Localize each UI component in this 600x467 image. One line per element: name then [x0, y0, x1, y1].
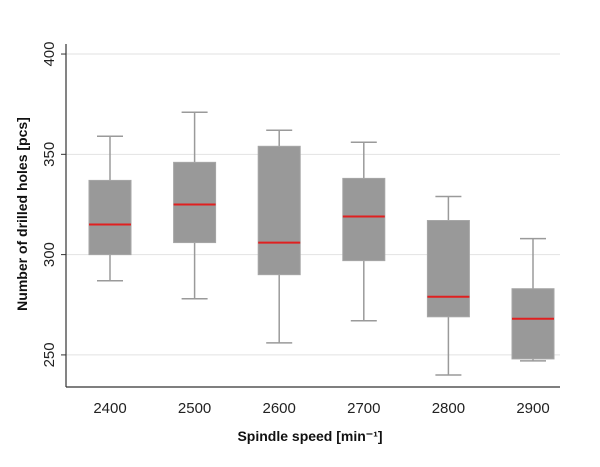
- y-tick-label: 250: [41, 342, 58, 367]
- box-2700: [342, 141, 386, 322]
- y-tick-label: 350: [41, 142, 58, 167]
- box-2900: [511, 237, 555, 362]
- x-tick-label: 2800: [432, 400, 465, 417]
- box-2800: [426, 195, 470, 376]
- x-tick-label: 2500: [178, 400, 211, 417]
- gridlines: [66, 53, 560, 356]
- tick-labels: 250 300 350 400 2400 2500 2600 2700 2800 2900: [41, 42, 550, 417]
- axes: [65, 44, 560, 388]
- iqr-box: [88, 179, 132, 256]
- iqr-box: [342, 177, 386, 262]
- iqr-box: [426, 220, 470, 318]
- x-tick-label: 2400: [93, 400, 126, 417]
- box-2500: [173, 111, 217, 300]
- x-tick-label: 2700: [347, 400, 380, 417]
- iqr-box: [257, 145, 301, 276]
- x-axis-title: Spindle speed [min⁻¹]: [237, 428, 382, 444]
- y-axis-title: Number of drilled holes [pcs]: [14, 117, 30, 311]
- x-tick-label: 2900: [516, 400, 549, 417]
- y-tick-label: 400: [41, 42, 58, 67]
- box-series: [88, 111, 555, 376]
- y-tick-label: 300: [41, 242, 58, 267]
- iqr-box: [173, 161, 217, 244]
- iqr-box: [511, 288, 555, 360]
- box-2600: [257, 129, 301, 344]
- box-2400: [88, 135, 132, 282]
- x-tick-label: 2600: [263, 400, 296, 417]
